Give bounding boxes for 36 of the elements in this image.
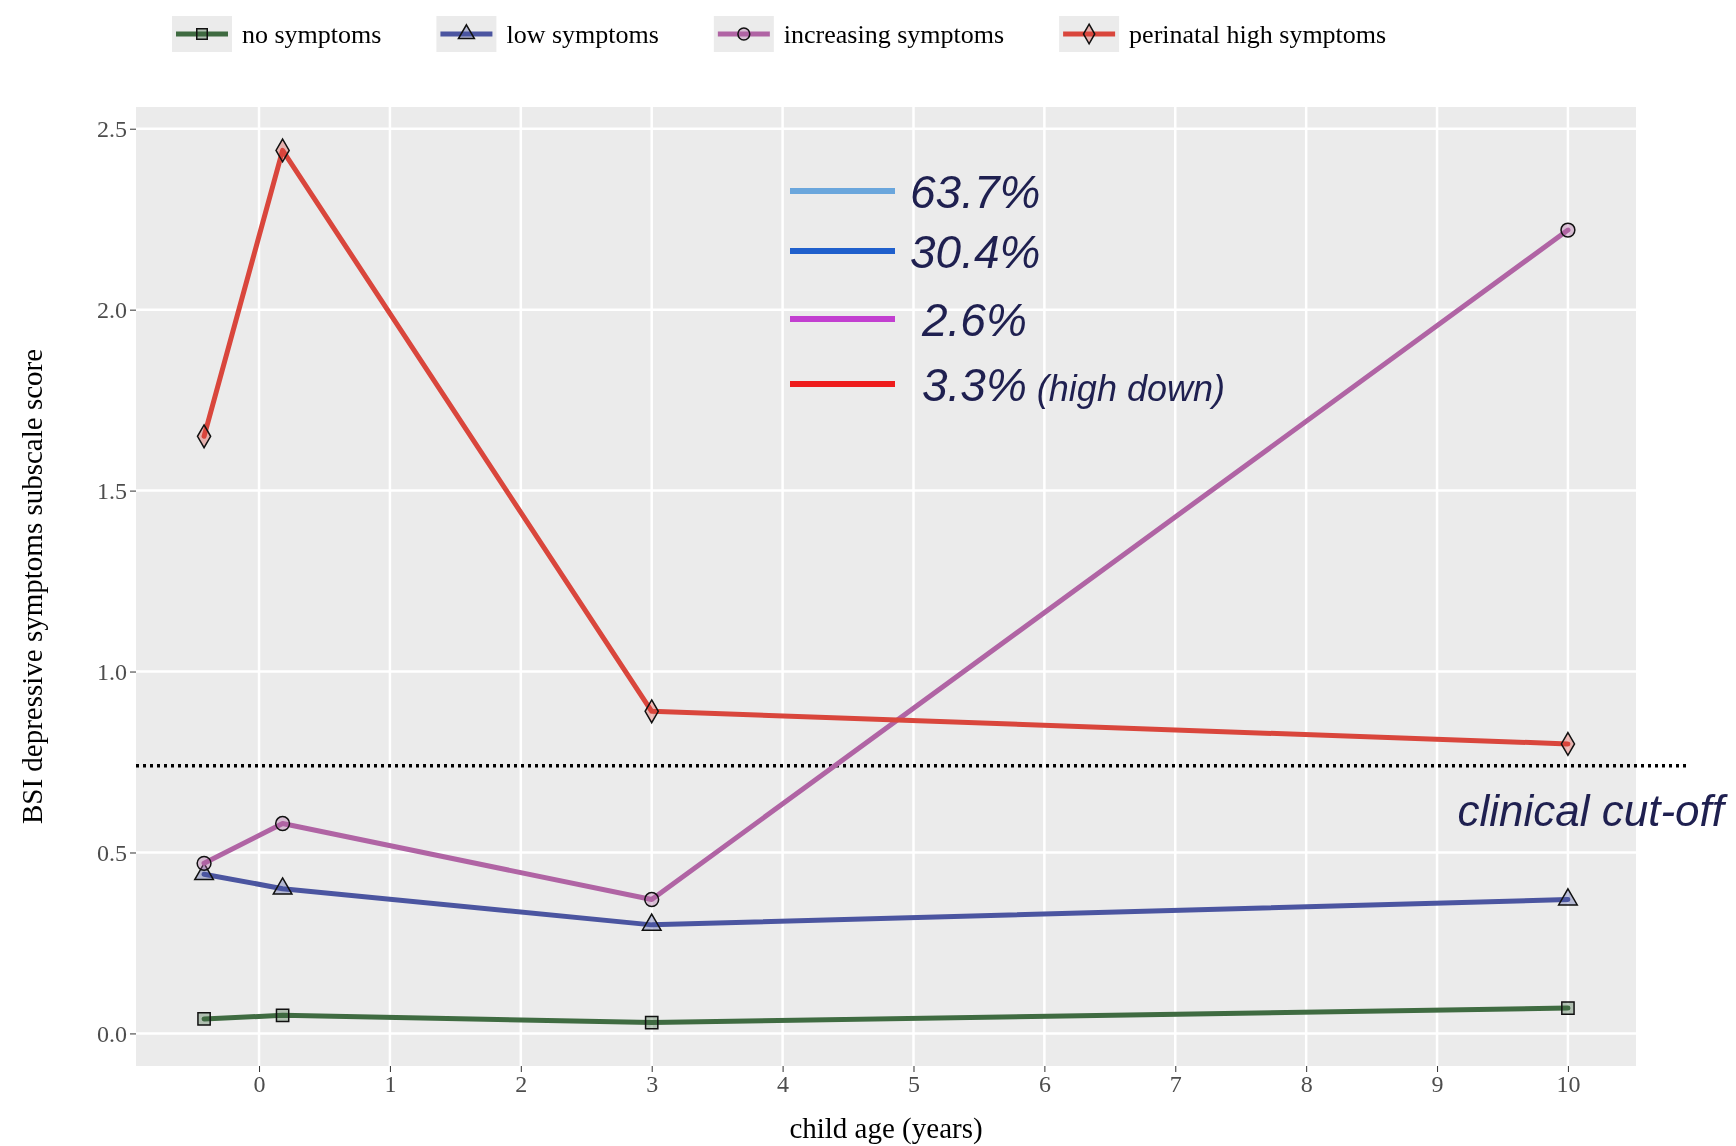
point	[196, 855, 212, 871]
x-tick-label: 6	[1038, 1071, 1051, 1098]
x-axis-title: child age (years)	[789, 1112, 983, 1145]
annotation: 30.4%	[910, 226, 1041, 278]
point	[1560, 222, 1576, 238]
ref-line-label: clinical cut-off	[1457, 785, 1729, 835]
point	[197, 1012, 211, 1026]
x-tick-label: 8	[1300, 1071, 1313, 1098]
legend-label: low symptoms	[506, 20, 659, 49]
legend-label: perinatal high symptoms	[1129, 20, 1387, 49]
point	[1561, 1001, 1575, 1015]
x-tick-label: 10	[1556, 1071, 1581, 1098]
x-tick-label: 1	[384, 1071, 397, 1098]
x-tick-label: 3	[646, 1071, 659, 1098]
x-tick-label: 4	[777, 1071, 790, 1098]
x-tick-label: 5	[907, 1071, 920, 1098]
y-tick-label: 0.0	[97, 1020, 127, 1047]
annotation: 2.6%	[921, 294, 1027, 346]
x-tick-label: 9	[1431, 1071, 1444, 1098]
y-tick-label: 1.0	[97, 658, 127, 685]
y-tick-label: 0.5	[97, 839, 127, 866]
x-tick-label: 2	[515, 1071, 528, 1098]
point	[644, 1015, 659, 1030]
legend-label: no symptoms	[242, 20, 382, 49]
point	[644, 891, 660, 908]
x-tick-label: 0	[253, 1071, 266, 1098]
annotation: 3.3% (high down)	[922, 359, 1225, 411]
y-tick-label: 1.5	[97, 477, 127, 504]
point	[274, 815, 291, 832]
y-tick-label: 2.0	[97, 296, 127, 323]
x-tick-label: 7	[1169, 1071, 1182, 1098]
point	[275, 1008, 290, 1023]
y-tick-label: 2.5	[97, 115, 127, 142]
legend-label: increasing symptoms	[783, 20, 1005, 49]
y-axis-title: BSI depressive symptoms subscale score	[16, 348, 48, 825]
annotation: 63.7%	[910, 166, 1041, 218]
